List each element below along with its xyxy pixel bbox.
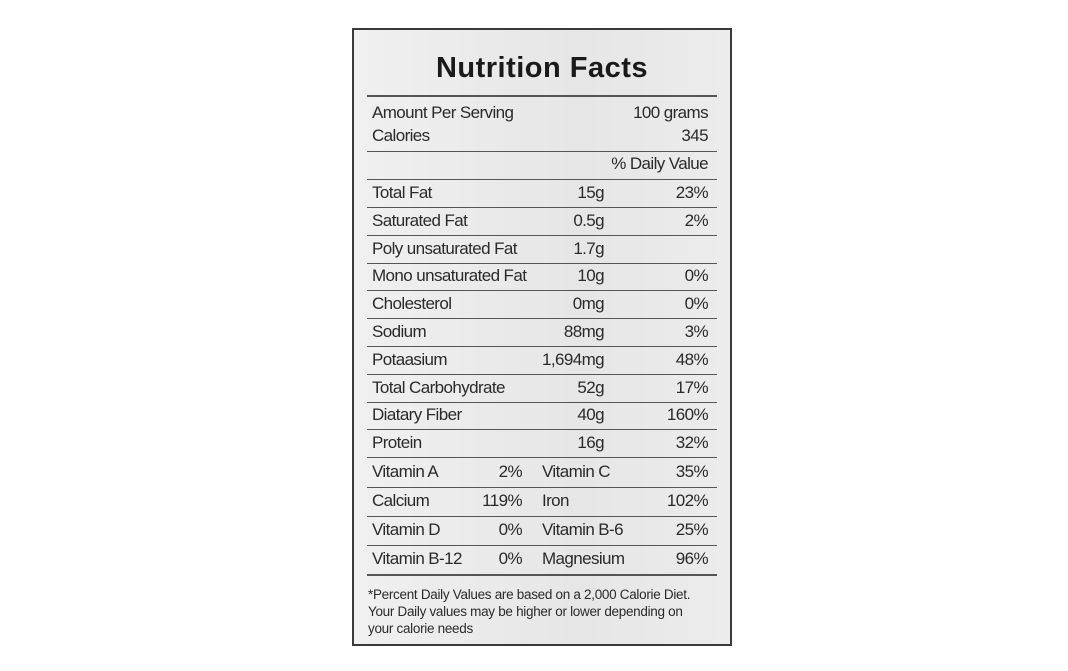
vitamin-value: 102%: [666, 491, 709, 510]
footnote: your calorie needs: [368, 621, 473, 636]
divider: [367, 151, 717, 152]
divider: [367, 401, 717, 403]
divider: [367, 486, 717, 488]
vitamin-value: 96%: [675, 549, 709, 568]
divider: [367, 574, 717, 576]
divider: [367, 373, 717, 375]
nutrient-daily-value: 160%: [666, 405, 709, 425]
vitamin-name: Magnesium: [542, 549, 625, 568]
nutrient-name: Diatary Fiber: [372, 405, 462, 425]
divider: [367, 515, 717, 517]
divider: [367, 318, 717, 320]
vitamin-name: Vitamin D: [372, 520, 441, 539]
calories-value: 345: [681, 126, 708, 145]
nutrient-name: Mono unsaturated Fat: [372, 266, 527, 286]
nutrient-daily-value: 2%: [684, 210, 709, 230]
vitamin-value: 35%: [675, 462, 709, 481]
divider: [367, 207, 717, 208]
nutrient-amount: 0mg: [572, 294, 605, 314]
nutrient-amount: 52g: [577, 377, 604, 397]
vitamin-value: 25%: [675, 520, 709, 539]
divider: [367, 95, 717, 97]
nutrient-name: Total Fat: [372, 183, 432, 202]
divider: [367, 179, 717, 180]
divider: [367, 346, 717, 347]
nutrient-name: Cholesterol: [372, 294, 452, 314]
nutrient-amount: 1,694mg: [542, 349, 605, 369]
nutrient-daily-value: 3%: [684, 322, 709, 341]
vitamin-name: Vitamin B-6: [542, 520, 624, 539]
nutrient-amount: 10g: [577, 266, 604, 286]
nutrient-amount: 16g: [577, 433, 604, 453]
serving-value: 100 grams: [633, 103, 709, 122]
nutrient-amount: 15g: [577, 183, 604, 202]
nutrient-name: Potaasium: [372, 349, 448, 369]
vitamin-value: 0%: [498, 520, 523, 539]
nutrient-name: Total Carbohydrate: [372, 377, 505, 397]
daily-value-header: % Daily Value: [611, 154, 708, 173]
vitamin-name: Vitamin B-12: [372, 549, 462, 568]
nutrient-amount: 40g: [577, 405, 604, 425]
nutrient-daily-value: 32%: [675, 433, 709, 453]
nutrition-label: Nutrition Facts Amount Per Serving 100 gr…: [352, 28, 732, 646]
footnote: Your Daily values may be higher or lower…: [368, 604, 683, 619]
vitamin-value: 0%: [498, 549, 523, 568]
divider: [367, 429, 717, 431]
divider: [367, 262, 717, 264]
serving-label: Amount Per Serving: [372, 103, 514, 122]
vitamin-value: 2%: [498, 462, 523, 481]
divider: [367, 544, 717, 546]
nutrient-daily-value: 0%: [684, 294, 709, 314]
title: Nutrition Facts: [435, 52, 649, 84]
nutrient-daily-value: 17%: [675, 377, 709, 397]
nutrient-name: Poly unsaturated Fat: [372, 238, 517, 258]
divider: [367, 457, 717, 459]
nutrient-amount: 88mg: [563, 322, 605, 341]
vitamin-value: 119%: [482, 491, 522, 510]
vitamin-name: Vitamin A: [372, 462, 439, 481]
nutrient-daily-value: 48%: [675, 349, 709, 369]
vitamin-name: Iron: [542, 491, 570, 510]
nutrient-name: Sodium: [372, 322, 427, 341]
nutrient-amount: 1.7g: [573, 238, 604, 258]
nutrient-name: Protein: [372, 433, 422, 453]
footnote: *Percent Daily Values are based on a 2,0…: [368, 587, 691, 602]
divider: [367, 290, 717, 292]
nutrient-daily-value: 0%: [684, 266, 709, 286]
nutrient-daily-value: 23%: [675, 183, 709, 202]
divider: [367, 234, 717, 236]
nutrient-name: Saturated Fat: [372, 210, 468, 230]
calories-label: Calories: [372, 126, 430, 145]
vitamin-name: Calcium: [372, 491, 430, 510]
vitamin-name: Vitamin C: [542, 462, 611, 481]
nutrient-amount: 0.5g: [573, 210, 604, 230]
